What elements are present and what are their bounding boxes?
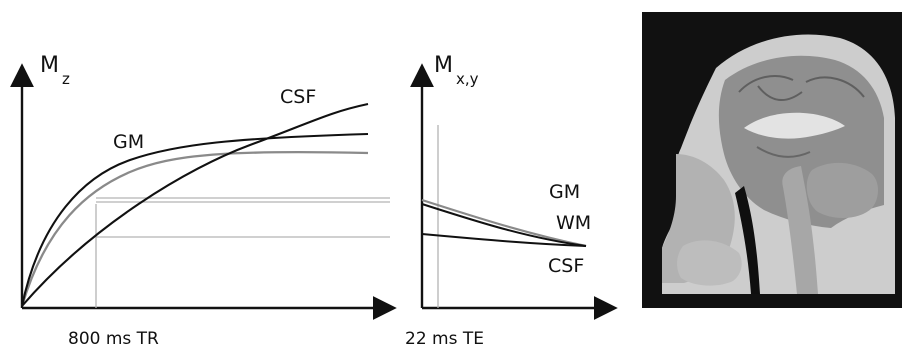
panel-b: M x,y GM WM CSF 22 ms TE — [405, 53, 618, 349]
brain-mri-image — [642, 12, 902, 308]
mri-tongue — [677, 240, 742, 286]
mri-brainstem — [782, 166, 818, 294]
mri-cerebellum — [806, 162, 878, 218]
panel-b-axis-label-sub: x,y — [456, 70, 479, 88]
panel-b-csf-curve — [421, 233, 587, 247]
panel-a-marker-label: 800 ms TR — [68, 329, 159, 349]
mri-gyrus-1 — [738, 75, 794, 93]
panel-a-csf-curve — [21, 102, 369, 307]
panel-a-axis-label-main: M — [40, 53, 59, 78]
mri-gyrus-2 — [757, 85, 803, 101]
panel-b-csf-label: CSF — [548, 255, 584, 277]
panel-a: M z GM CSF 800 ms TR — [9, 53, 397, 349]
panel-b-wm-curve — [421, 203, 587, 247]
panel-a-gm-curve — [20, 132, 369, 307]
panel-a-gm-label: GM — [113, 131, 144, 153]
mri-airway — [735, 186, 760, 294]
mri-gyrus-4 — [756, 146, 811, 158]
panel-b-marker-label: 22 ms TE — [405, 329, 484, 349]
panel-b-gm-curve — [421, 198, 587, 248]
panel-b-gm-label: GM — [549, 181, 580, 203]
panel-a-gray-curve — [20, 150, 369, 307]
panel-a-csf-label: CSF — [280, 86, 316, 108]
mri-corpus-callosum — [744, 112, 845, 139]
panel-a-axis-label-sub: z — [62, 70, 70, 88]
panel-b-wm-label: WM — [556, 212, 591, 234]
panel-b-axis-label-main: M — [434, 53, 453, 78]
mri-gyrus-3 — [805, 76, 865, 98]
